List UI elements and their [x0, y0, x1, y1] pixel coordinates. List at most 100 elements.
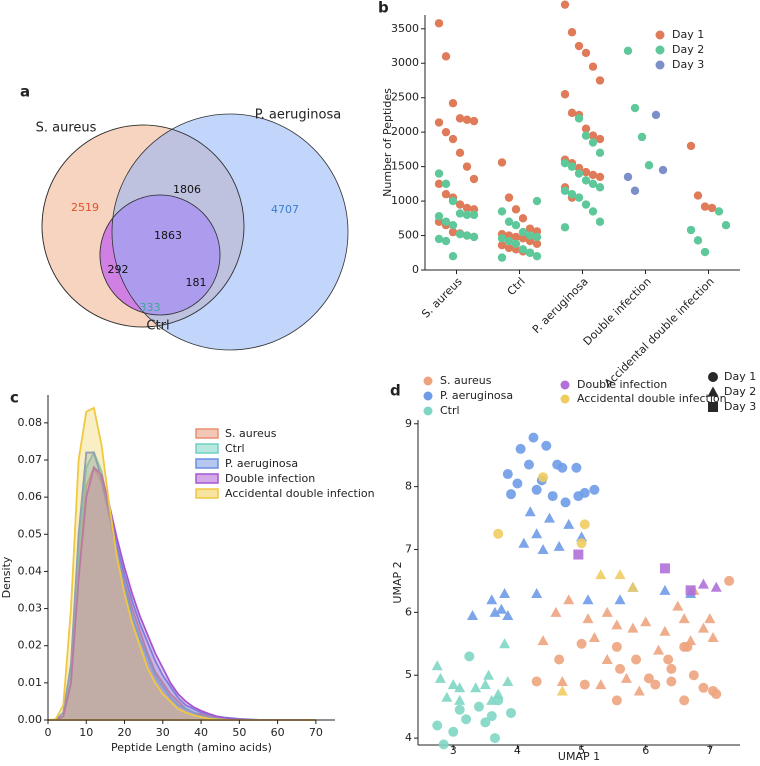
y-tick-label: 0.02	[18, 639, 43, 652]
point	[595, 134, 605, 144]
point	[623, 172, 633, 182]
point	[576, 638, 587, 649]
point	[644, 161, 654, 170]
venn-outline	[41, 124, 245, 328]
point	[663, 654, 674, 665]
point	[554, 654, 565, 665]
legend-marker	[560, 394, 570, 404]
x-axis-label: Peptide Length (amino acids)	[111, 741, 272, 754]
point	[525, 231, 535, 240]
y-tick-label: 3500	[391, 22, 419, 35]
point	[462, 203, 472, 213]
x-axis-label: UMAP 1	[558, 750, 600, 762]
legend-swatch	[195, 458, 219, 469]
y-tick-label: 0.00	[18, 713, 43, 726]
point	[614, 569, 626, 580]
region-value: 181	[186, 276, 207, 289]
point	[504, 243, 514, 253]
point	[611, 641, 622, 652]
x-tick-label: Ctrl	[505, 275, 528, 298]
point	[615, 663, 626, 674]
point	[531, 528, 543, 539]
panel-label: b	[378, 0, 389, 17]
point	[434, 19, 444, 28]
region-value: 4707	[271, 203, 299, 216]
point	[518, 245, 528, 254]
point	[678, 613, 690, 624]
point	[571, 462, 582, 473]
point	[497, 240, 507, 250]
point	[504, 217, 514, 226]
legend-label: Ctrl	[225, 442, 245, 455]
point	[506, 489, 517, 500]
point	[525, 248, 535, 257]
point	[497, 234, 507, 243]
legend-label: S. aureus	[225, 427, 277, 440]
y-tick-label: 2500	[391, 91, 419, 104]
legend-marker	[708, 372, 718, 382]
point	[574, 193, 584, 202]
venn-circle	[111, 113, 349, 351]
venn-circles	[41, 113, 349, 351]
panel-label: d	[390, 382, 401, 400]
x-tick-label: 50	[232, 726, 246, 739]
region-value: 333	[140, 301, 161, 314]
point	[595, 183, 605, 192]
point	[640, 616, 652, 627]
point	[504, 193, 514, 202]
point	[455, 229, 465, 239]
point	[518, 234, 528, 243]
point	[560, 90, 570, 99]
point	[653, 644, 665, 655]
point	[486, 711, 497, 722]
point	[434, 234, 444, 244]
point	[679, 695, 690, 706]
legend-label: Day 3	[672, 58, 704, 71]
x-tick-label: Accidental double infection	[602, 275, 717, 390]
point	[567, 189, 577, 199]
point	[582, 594, 594, 605]
y-tick-label: 1500	[391, 160, 419, 173]
point	[518, 537, 530, 548]
legend-label: S. aureus	[440, 374, 492, 387]
point	[497, 207, 507, 216]
point	[611, 695, 622, 706]
point	[672, 600, 684, 611]
point	[512, 478, 523, 489]
y-tick-label: 3000	[391, 56, 419, 69]
legend-label: P. aeruginosa	[440, 389, 513, 402]
point	[489, 606, 501, 617]
point	[518, 227, 528, 237]
y-axis-label: Number of Peptides	[381, 88, 394, 197]
point	[582, 613, 594, 624]
point	[441, 236, 451, 246]
point	[511, 232, 521, 242]
point	[502, 469, 513, 480]
y-tick-label: 1000	[391, 194, 419, 207]
point	[666, 676, 677, 687]
y-tick-label: 0.06	[18, 490, 43, 503]
point	[462, 210, 472, 220]
legend-marker	[707, 386, 719, 397]
point	[441, 127, 451, 137]
point	[538, 472, 549, 483]
density-area	[47, 406, 316, 721]
point	[454, 694, 466, 705]
point	[504, 236, 514, 246]
point	[434, 169, 444, 178]
point	[448, 227, 458, 237]
point	[469, 174, 479, 184]
point	[627, 622, 639, 633]
point	[614, 594, 626, 605]
point	[704, 613, 716, 624]
legend-label: Day 1	[724, 370, 756, 383]
point	[574, 114, 584, 123]
point	[537, 635, 549, 646]
point	[567, 108, 577, 118]
point	[441, 691, 453, 702]
legend-label: Day 1	[672, 28, 704, 41]
legend-label: Day 2	[724, 385, 756, 398]
legend-marker	[423, 406, 433, 416]
point	[532, 232, 542, 242]
legend-swatch	[195, 473, 219, 484]
